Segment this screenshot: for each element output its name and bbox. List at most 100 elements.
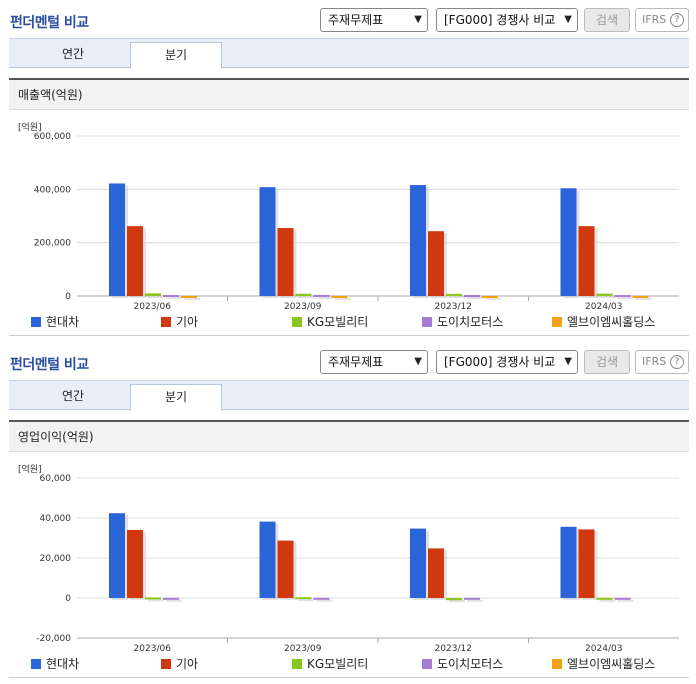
bar[interactable] [428,231,444,296]
bar-shadow [184,297,200,300]
bar[interactable] [464,597,480,600]
legend-label: KG모빌리티 [307,657,369,671]
legend-item-hyundai[interactable]: 현대차 [31,656,79,672]
statement-select[interactable]: 주재무제표 ▼ [320,350,428,374]
x-tick-label: 2024/03 [585,644,622,654]
bar-shadow [599,295,616,298]
ifrs-button[interactable]: IFRS ? [635,350,689,374]
legend-item-kgmobility[interactable]: KG모빌리티 [292,314,368,330]
bar[interactable] [428,548,444,598]
bar[interactable] [163,294,179,297]
tab-annual[interactable]: 연간 [61,389,85,403]
legend-swatch [422,317,432,327]
bar-shadow [166,599,182,602]
bar-shadow [599,599,616,602]
legend-item-hyundai[interactable]: 현대차 [31,314,79,330]
compare-select-value: [FG000] 경쟁사 비교 [444,13,556,27]
search-button[interactable]: 검색 [584,8,630,32]
tab-quarterly[interactable]: 분기 [130,42,222,69]
bar[interactable] [614,597,631,600]
bar[interactable] [446,598,462,601]
bar[interactable] [560,188,577,296]
chart-title: 매출액(억원) [9,80,689,110]
compare-select[interactable]: [FG000] 경쟁사 비교 ▼ [436,8,578,32]
bar[interactable] [163,597,179,600]
legend-item-lvmc[interactable]: 엘브이엠씨홀딩스 [552,656,655,672]
legend-label: 엘브이엠씨홀딩스 [567,315,656,329]
statement-select[interactable]: 주재무제표 ▼ [320,8,428,32]
bar[interactable] [410,528,426,598]
chart-panel: 매출액(억원) [억원] 0 200,000 400,000 600,000 2023/… [9,78,689,336]
chevron-down-icon: ▼ [564,356,572,367]
bar[interactable] [145,597,161,600]
legend-item-deutschmotors[interactable]: 도이치모터스 [422,656,503,672]
bar[interactable] [446,293,462,296]
y-tick-label: 0 [65,594,71,604]
bar[interactable] [181,295,197,298]
bar[interactable] [109,513,125,598]
tab-annual[interactable]: 연간 [61,47,85,61]
tab-quarterly[interactable]: 분기 [130,384,222,411]
bar[interactable] [632,295,649,298]
bar[interactable] [259,521,276,598]
legend-label: 기아 [176,657,199,671]
bar[interactable] [145,293,161,296]
legend-item-kia[interactable]: 기아 [161,656,198,672]
bar[interactable] [596,293,613,296]
bar[interactable] [614,295,631,298]
legend-label: KG모빌리티 [307,315,369,329]
legend-label: 기아 [176,315,199,329]
bar[interactable] [410,185,426,296]
bar[interactable] [482,295,498,298]
bar[interactable] [277,228,294,296]
bar[interactable] [331,295,348,298]
bar[interactable] [295,597,312,600]
bar[interactable] [109,183,125,296]
legend-item-lvmc[interactable]: 엘브이엠씨홀딩스 [552,314,655,330]
bar[interactable] [578,529,595,598]
x-tick-label: 2023/06 [134,644,172,654]
help-icon[interactable]: ? [670,355,684,369]
legend-label: 현대차 [46,657,80,671]
help-icon[interactable]: ? [670,13,684,27]
bar-shadow [316,599,333,602]
bar[interactable] [295,293,312,296]
legend-swatch [292,317,302,327]
bar-shadow [467,599,483,602]
search-button[interactable]: 검색 [584,350,630,374]
chevron-down-icon: ▼ [564,14,572,25]
statement-select-value: 주재무제표 [328,355,384,369]
chart-legend: 현대차 기아 KG모빌리티 도이치모터스 엘브이엠씨홀딩스 [31,656,691,672]
legend-swatch [161,659,171,669]
bar[interactable] [596,597,613,600]
legend-item-kgmobility[interactable]: KG모빌리티 [292,656,368,672]
chevron-down-icon: ▼ [414,356,422,367]
compare-select[interactable]: [FG000] 경쟁사 비교 ▼ [436,350,578,374]
bar[interactable] [277,540,294,598]
bar-shadow [166,296,182,299]
legend-swatch [31,317,41,327]
bar[interactable] [578,226,595,296]
period-tabs: 연간 분기 [9,38,689,69]
y-tick-label: -20,000 [36,634,71,644]
legend-item-deutschmotors[interactable]: 도이치모터스 [422,314,503,330]
bar[interactable] [127,226,143,296]
bar[interactable] [127,530,143,598]
bar[interactable] [560,526,577,598]
ifrs-button[interactable]: IFRS ? [635,8,689,32]
legend-item-kia[interactable]: 기아 [161,314,198,330]
bar[interactable] [313,597,330,600]
bar[interactable] [464,295,480,298]
chevron-down-icon: ▼ [414,14,422,25]
bar[interactable] [313,294,330,297]
x-tick-label: 2023/12 [435,302,472,312]
y-tick-label: 20,000 [40,554,72,564]
operating-profit-chart: -20,000 0 20,000 40,000 60,000 2023/06 2023/09… [36,474,679,654]
x-tick-label: 2023/09 [284,644,322,654]
legend-swatch [552,659,562,669]
bar-shadow [148,599,164,602]
bar[interactable] [259,187,276,296]
page-title: 펀더멘털 비교 [10,357,89,373]
legend-swatch [161,317,171,327]
y-tick-label: 40,000 [40,514,72,524]
